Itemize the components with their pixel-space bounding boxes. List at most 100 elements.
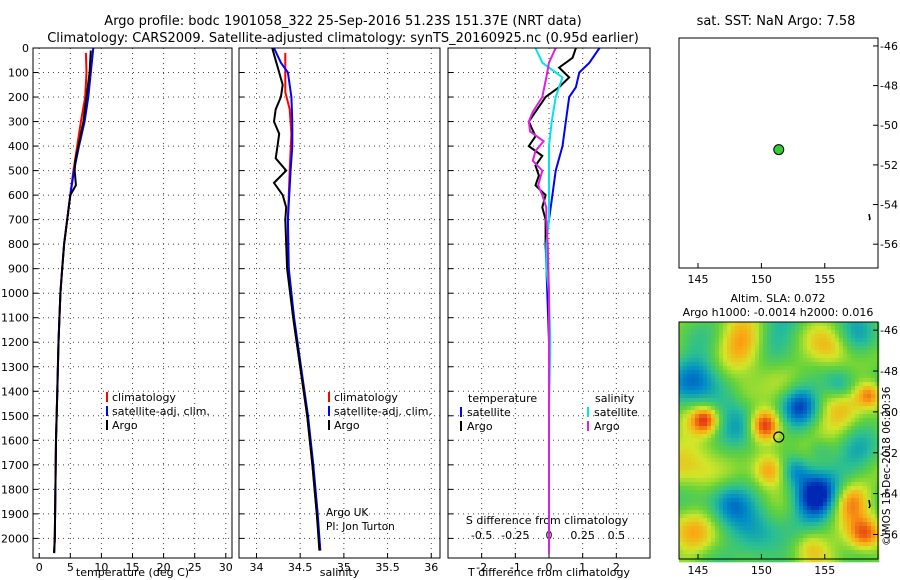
heatmap-cell: [751, 414, 756, 419]
sst-map: 145 150 155-46-48-50-52-54-56: [678, 37, 898, 286]
heatmap-cell: [699, 354, 704, 359]
heatmap-cell: [839, 334, 844, 339]
heatmap-cell: [791, 450, 796, 455]
heatmap-cell: [755, 374, 760, 379]
heatmap-cell: [767, 554, 772, 559]
heatmap-cell: [783, 450, 788, 455]
heatmap-cell: [791, 386, 796, 391]
heatmap-cell: [695, 354, 700, 359]
heatmap-cell: [859, 534, 864, 539]
heatmap-cell: [763, 446, 768, 451]
heatmap-cell: [843, 386, 848, 391]
heatmap-cell: [743, 354, 748, 359]
heatmap-cell: [795, 354, 800, 359]
heatmap-cell: [875, 326, 880, 331]
heatmap-cell: [759, 382, 764, 387]
heatmap-cell: [823, 422, 828, 427]
heatmap-cell: [831, 494, 836, 499]
heatmap-cell: [827, 478, 832, 483]
heatmap-cell: [731, 506, 736, 511]
heatmap-cell: [747, 526, 752, 531]
heatmap-cell: [779, 350, 784, 355]
heatmap-cell: [771, 434, 776, 439]
heatmap-cell: [823, 454, 828, 459]
heatmap-cell: [875, 414, 880, 419]
heatmap-cell: [799, 422, 804, 427]
heatmap-cell: [811, 442, 816, 447]
heatmap-cell: [731, 466, 736, 471]
heatmap-cell: [755, 418, 760, 423]
heatmap-cell: [703, 358, 708, 363]
heatmap-cell: [803, 398, 808, 403]
heatmap-cell: [871, 558, 876, 563]
heatmap-cell: [775, 382, 780, 387]
heatmap-cell: [851, 350, 856, 355]
heatmap-cell: [731, 446, 736, 451]
heatmap-cell: [855, 438, 860, 443]
heatmap-cell: [703, 502, 708, 507]
heatmap-cell: [847, 354, 852, 359]
heatmap-cell: [819, 494, 824, 499]
heatmap-cell: [759, 558, 764, 563]
heatmap-cell: [735, 342, 740, 347]
heatmap-cell: [767, 438, 772, 443]
figure-title-line2: Climatology: CARS2009. Satellite-adjuste…: [47, 31, 639, 46]
heatmap-cell: [871, 350, 876, 355]
heatmap-cell: [815, 450, 820, 455]
heatmap-cell: [875, 382, 880, 387]
heatmap-cell: [699, 474, 704, 479]
heatmap-cell: [775, 370, 780, 375]
heatmap-cell: [695, 494, 700, 499]
heatmap-cell: [839, 358, 844, 363]
heatmap-cell: [695, 450, 700, 455]
heatmap-cell: [739, 534, 744, 539]
heatmap-cell: [699, 534, 704, 539]
plot-frame: [32, 47, 233, 559]
heatmap-cell: [763, 370, 768, 375]
heatmap-cell: [719, 474, 724, 479]
heatmap-cell: [767, 470, 772, 475]
heatmap-cell: [743, 330, 748, 335]
heatmap-cell: [759, 402, 764, 407]
heatmap-cell: [739, 338, 744, 343]
heatmap-cell: [851, 454, 856, 459]
heatmap-cell: [763, 490, 768, 495]
heatmap-cell: [807, 450, 812, 455]
heatmap-cell: [715, 350, 720, 355]
heatmap-cell: [703, 534, 708, 539]
heatmap-cell: [803, 458, 808, 463]
heatmap-cell: [719, 414, 724, 419]
heatmap-cell: [707, 510, 712, 515]
heatmap-cell: [847, 502, 852, 507]
heatmap-cell: [715, 442, 720, 447]
heatmap-cell: [771, 390, 776, 395]
heatmap-cell: [767, 390, 772, 395]
heatmap-cell: [691, 442, 696, 447]
heatmap-cell: [747, 358, 752, 363]
heatmap-cell: [719, 342, 724, 347]
heatmap-cell: [695, 454, 700, 459]
heatmap-cell: [875, 422, 880, 427]
heatmap-cell: [799, 374, 804, 379]
heatmap-cell: [687, 402, 692, 407]
heatmap-cell: [699, 522, 704, 527]
heatmap-cell: [823, 346, 828, 351]
heatmap-cell: [871, 342, 876, 347]
heatmap-cell: [751, 406, 756, 411]
heatmap-cell: [799, 410, 804, 415]
heatmap-cell: [719, 322, 724, 327]
heatmap-cell: [683, 494, 688, 499]
heatmap-cell: [783, 398, 788, 403]
heatmap-cell: [711, 538, 716, 543]
heatmap-cell: [735, 354, 740, 359]
heatmap-cell: [727, 506, 732, 511]
heatmap-cell: [803, 474, 808, 479]
heatmap-cell: [679, 410, 684, 415]
heatmap-cell: [763, 366, 768, 371]
heatmap-cell: [771, 382, 776, 387]
heatmap-cell: [711, 390, 716, 395]
heatmap-cell: [815, 550, 820, 555]
heatmap-cell: [831, 346, 836, 351]
heatmap-cell: [787, 466, 792, 471]
heatmap-cell: [711, 506, 716, 511]
